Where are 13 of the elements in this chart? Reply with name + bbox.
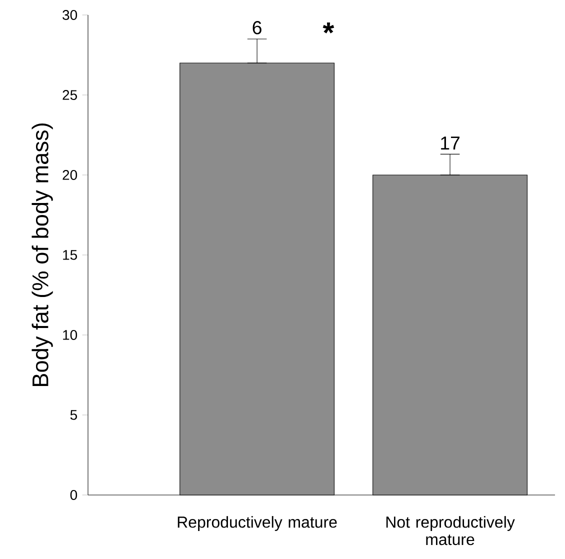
annotation: * — [322, 22, 334, 34]
y-tick-label: 20 — [62, 170, 78, 180]
y-tick-label: 5 — [70, 410, 78, 420]
y-tick-label: 10 — [63, 330, 78, 340]
annotation: 6 — [252, 21, 262, 34]
x-tick-label: Not reproductively mature — [386, 516, 515, 546]
y-tick-label: 30 — [62, 10, 78, 20]
y-tick-label: 25 — [62, 90, 78, 100]
y-tick-label: 15 — [63, 250, 78, 260]
y-tick-label: 0 — [70, 490, 78, 500]
annotation: 17 — [441, 136, 460, 150]
y-axis-title: Body fat (% of body mass) — [32, 124, 53, 386]
x-tick-label: Reproductively mature — [178, 516, 337, 531]
